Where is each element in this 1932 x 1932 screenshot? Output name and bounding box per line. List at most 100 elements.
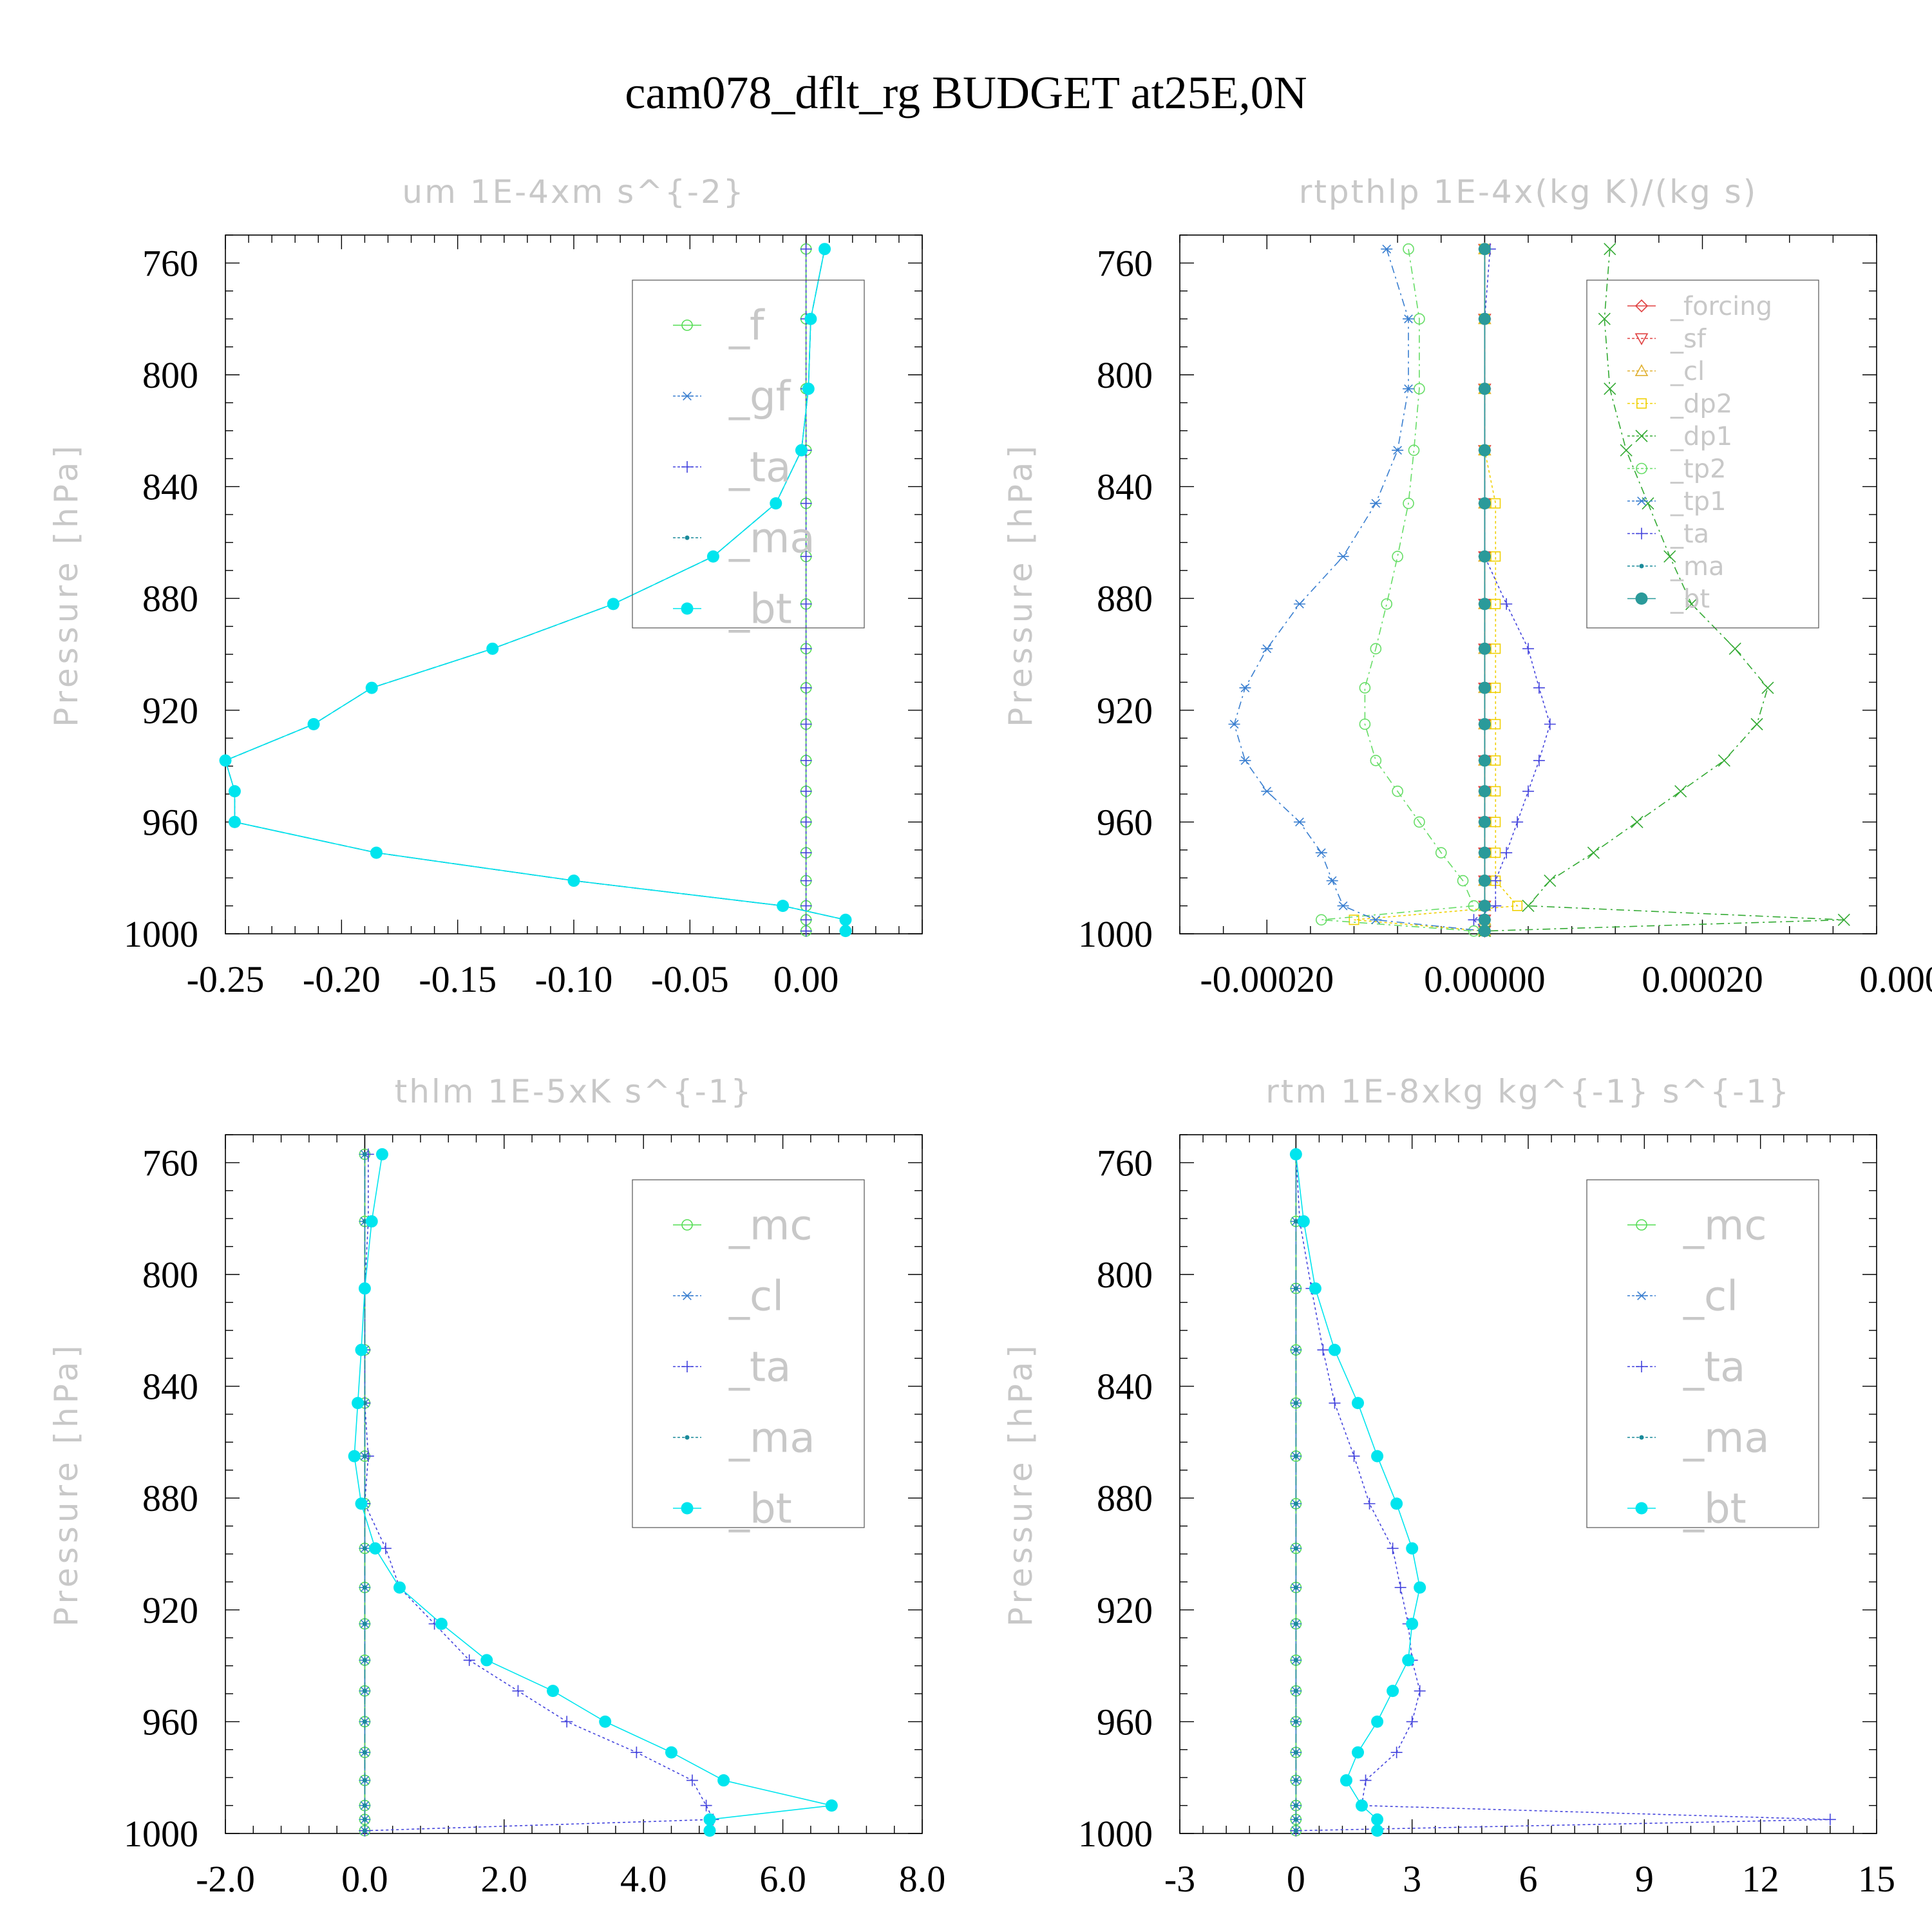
chart-panel-1: um 1E-4xm s^{-2} Pressure [hPa] 760 800 840 8…: [48, 173, 923, 1000]
data-point: [1478, 785, 1491, 798]
data-point: [1352, 1397, 1365, 1410]
legend-label: _cl: [1683, 1273, 1738, 1320]
plot-frame: [1179, 1134, 1877, 1834]
chart-panel-3: thlm 1E-5xK s^{-1} Pressure [hPa] 760 800 84…: [48, 1073, 945, 1900]
legend-marker: [681, 319, 693, 331]
y-tick-label: 880: [1097, 1477, 1153, 1519]
legend-marker: [1634, 299, 1649, 313]
y-axis-label: Pressure [hPa]: [1002, 442, 1039, 727]
series-ta: [1468, 243, 1556, 937]
data-point: [1293, 1622, 1298, 1626]
data-point: [1478, 846, 1491, 859]
data-point: [435, 1618, 448, 1630]
data-point: [1293, 1501, 1298, 1506]
data-point: [1478, 642, 1491, 655]
data-point: [1394, 1582, 1406, 1594]
x-tick-label: 6: [1519, 1858, 1538, 1900]
x-tick-label: 15: [1858, 1858, 1895, 1900]
data-point: [1402, 1654, 1415, 1667]
data-point: [1604, 243, 1616, 256]
data-point: [362, 1750, 367, 1755]
data-point: [348, 1450, 361, 1463]
data-point: [1228, 719, 1240, 729]
y-tick-label: 800: [142, 354, 198, 396]
legend-marker: [1635, 430, 1648, 442]
x-tick-label: 12: [1742, 1858, 1779, 1900]
legend: _mc _cl _ta _ma _bt: [632, 1179, 865, 1533]
data-point: [1511, 816, 1524, 828]
data-point: [1478, 925, 1491, 938]
data-point: [1620, 444, 1633, 457]
data-point: [1293, 1828, 1298, 1833]
data-point: [379, 1542, 392, 1555]
data-point: [1478, 718, 1491, 730]
data-point: [795, 444, 808, 457]
data-point: [463, 1654, 475, 1666]
series-line: [1484, 249, 1844, 932]
data-point: [1457, 875, 1469, 887]
legend: _mc _cl _ta _ma _bt: [1586, 1179, 1819, 1533]
data-point: [1392, 446, 1404, 455]
legend-label: _ma: [1683, 1414, 1770, 1462]
data-point: [1261, 786, 1273, 796]
data-point: [819, 243, 831, 256]
data-point: [1315, 848, 1327, 858]
data-point: [1685, 598, 1698, 611]
legend-label: _ta: [728, 444, 791, 491]
data-point: [1718, 754, 1730, 767]
data-point: [362, 1778, 367, 1783]
legend-marker: [1636, 398, 1647, 409]
legend-entry: _ma: [673, 515, 815, 562]
data-point: [362, 1546, 367, 1551]
panel-title: rtpthlp 1E-4x(kg K)/(kg s): [1299, 173, 1757, 211]
legend-label: _tp1: [1670, 487, 1727, 516]
data-point: [362, 1689, 367, 1694]
series-bt: [348, 1148, 838, 1837]
legend-marker: [685, 535, 690, 540]
legend-marker: [681, 1219, 693, 1231]
data-point: [512, 1685, 524, 1697]
legend-entry: _ta: [673, 444, 791, 491]
series-line: [1473, 249, 1551, 932]
legend-label: _sf: [1670, 325, 1707, 354]
data-point: [1359, 682, 1371, 694]
legend-entry: _tp2: [1627, 455, 1727, 484]
x-tick-label: 0.00: [773, 958, 839, 1000]
data-point: [770, 497, 782, 510]
y-tick-label: 880: [1097, 578, 1153, 620]
y-tick-label: 760: [142, 1142, 198, 1184]
data-point: [1490, 817, 1501, 828]
legend-entry: _tp1: [1627, 487, 1727, 516]
data-point: [1490, 598, 1501, 609]
legend-entry: _mc: [1627, 1202, 1767, 1249]
ticks: [1179, 234, 1877, 934]
data-point: [800, 925, 812, 937]
legend-label: _ta: [1683, 1343, 1745, 1391]
y-tick-label: 760: [1097, 242, 1153, 284]
legend-label: _bt: [1683, 1485, 1747, 1533]
data-point: [1390, 1747, 1403, 1759]
y-tick-label: 1000: [124, 913, 198, 955]
series-ta: [800, 243, 812, 937]
data-point: [1478, 875, 1491, 887]
data-point: [1293, 1286, 1298, 1291]
data-point: [1478, 598, 1491, 611]
legend-label: _tp2: [1670, 455, 1727, 484]
legend-entry: _dp1: [1627, 422, 1732, 451]
data-point: [1490, 551, 1501, 562]
legend-marker: [681, 1361, 693, 1372]
data-point: [1663, 550, 1676, 563]
y-tick-label: 880: [142, 1477, 198, 1519]
legend-entry: _forcing: [1627, 292, 1772, 321]
x-tick-label: 8.0: [899, 1858, 946, 1900]
ticks: [225, 234, 923, 934]
data-point: [599, 1715, 612, 1728]
data-point: [1293, 1347, 1298, 1352]
data-point: [1315, 914, 1327, 926]
data-point: [1490, 900, 1502, 912]
legend-label: _ma: [728, 515, 815, 562]
data-point: [1370, 643, 1382, 655]
data-point: [1406, 1716, 1418, 1728]
x-tick-label: 3: [1403, 1858, 1421, 1900]
data-point: [1642, 497, 1654, 510]
